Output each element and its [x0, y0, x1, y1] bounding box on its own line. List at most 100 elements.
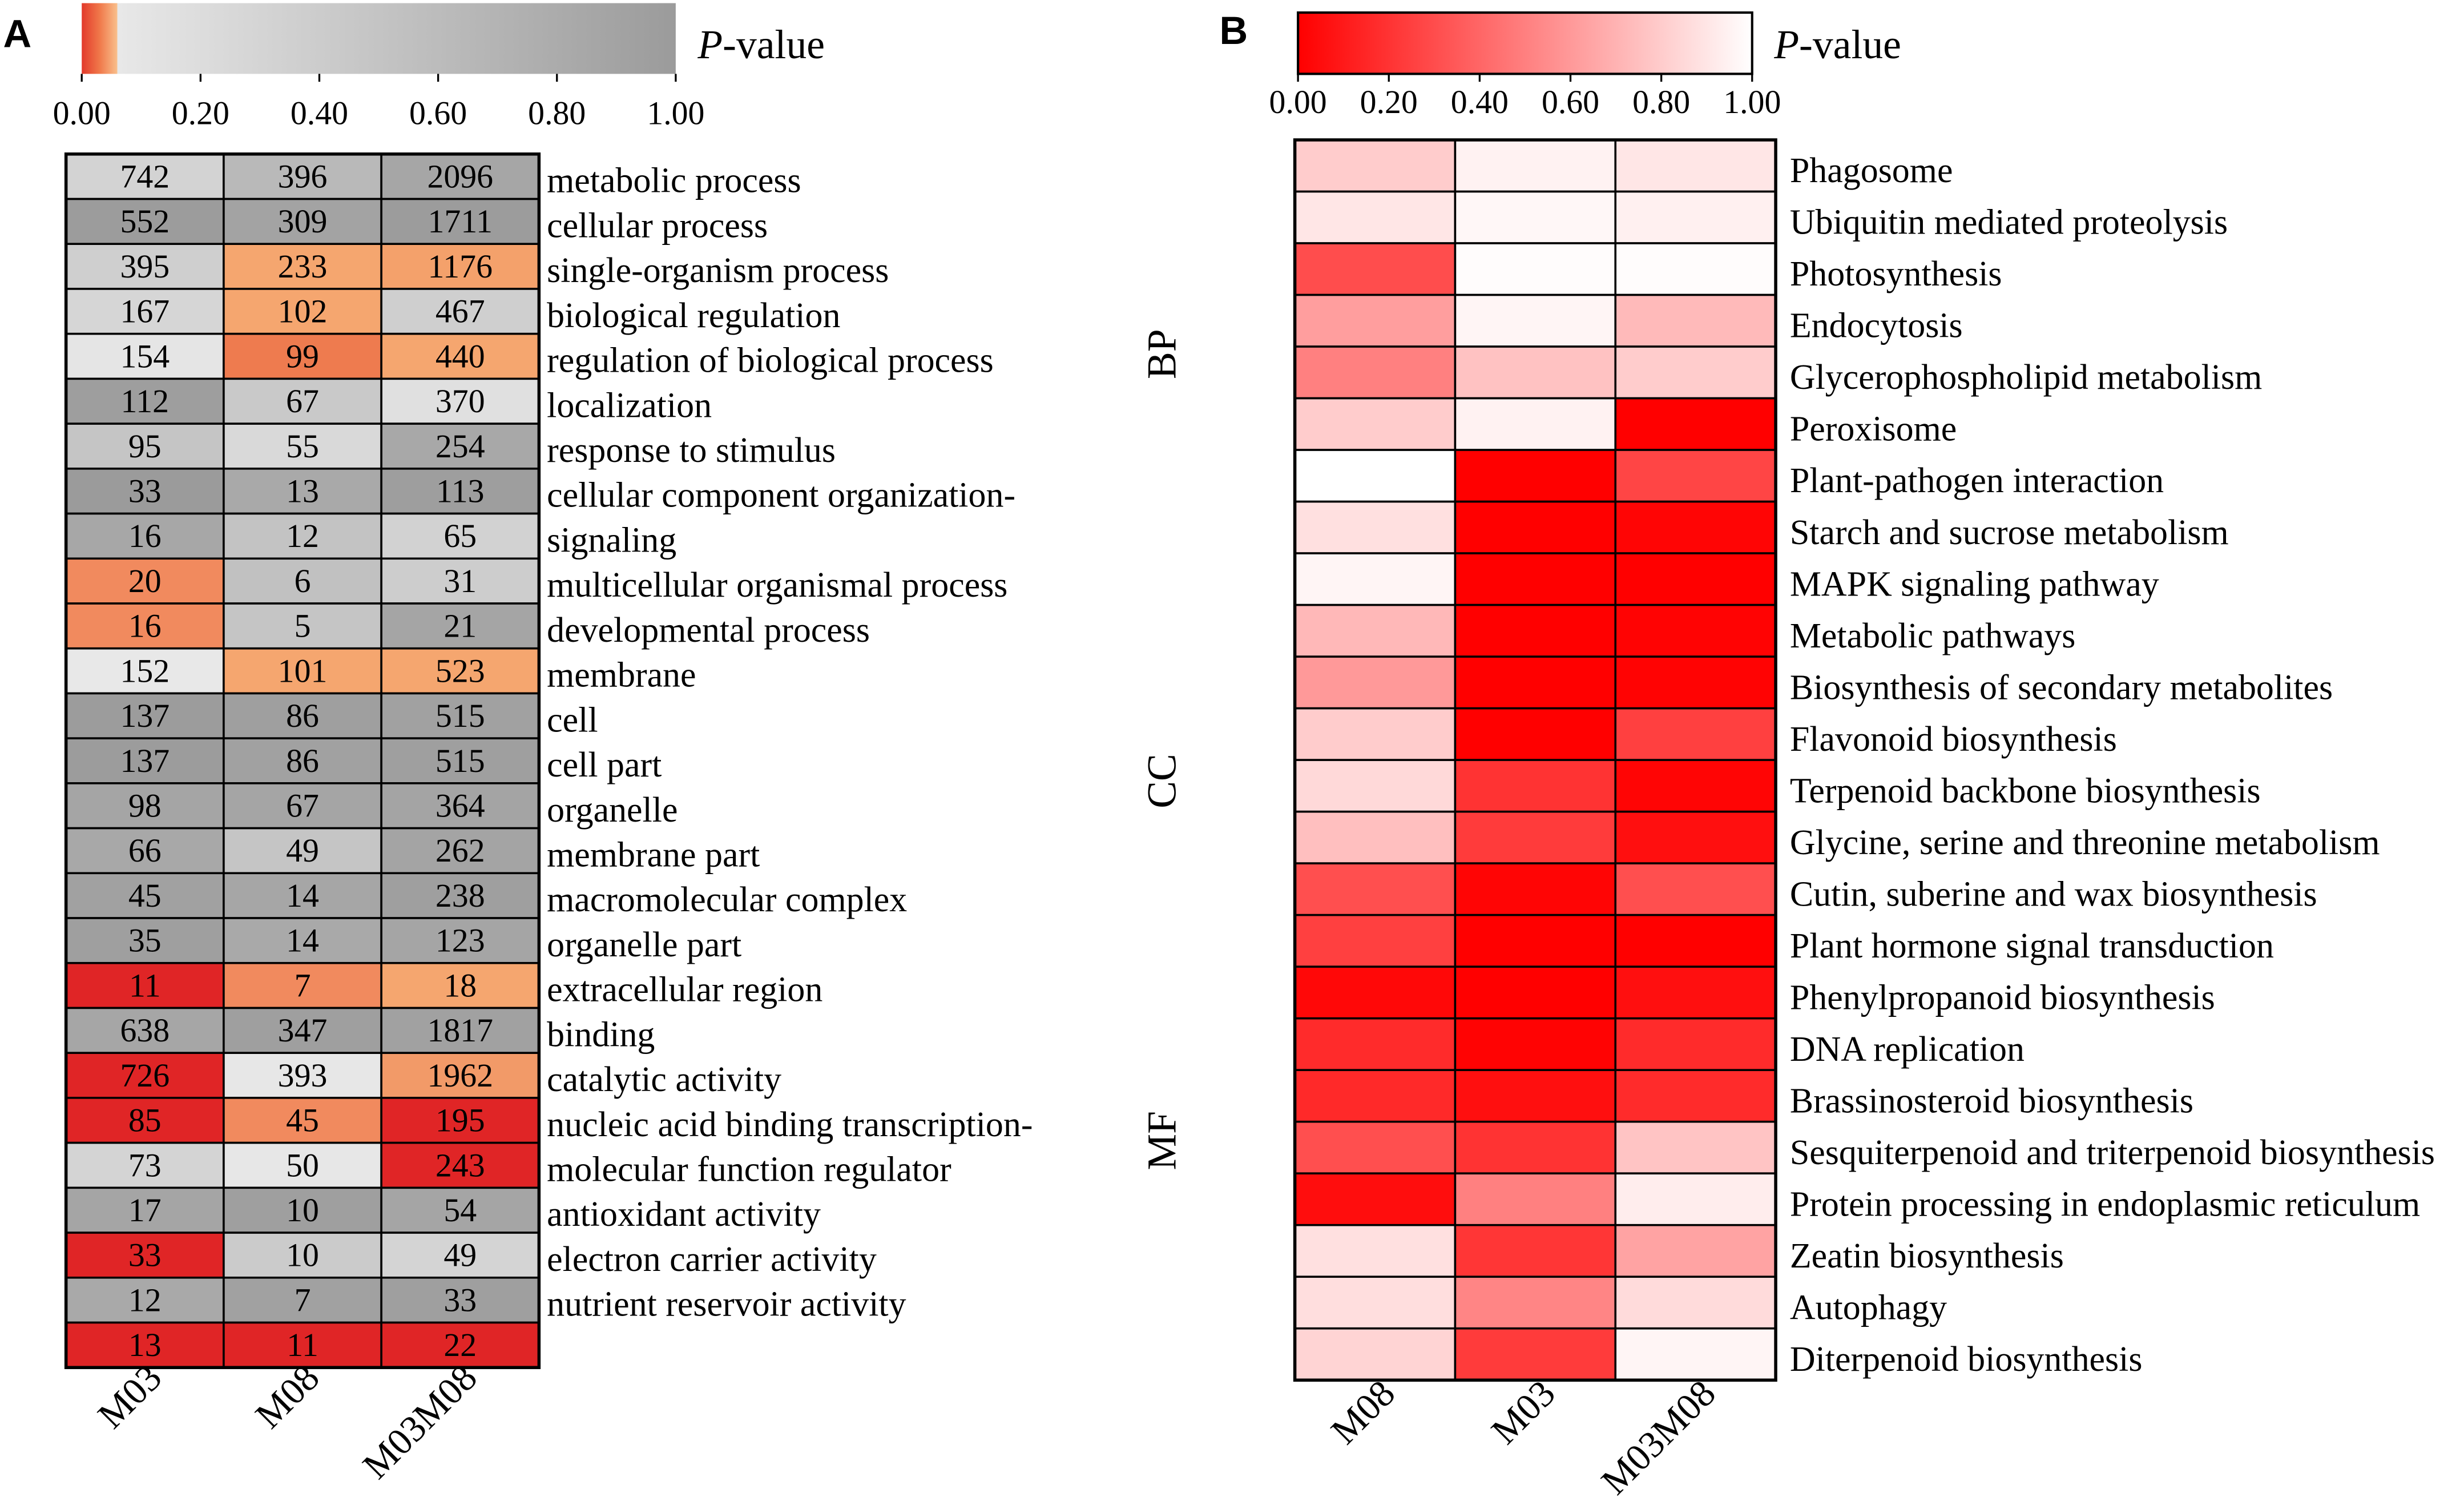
cell-count: 347 — [278, 1012, 328, 1049]
colorbar-tick-label: 0.80 — [528, 94, 586, 131]
cell-count: 12 — [128, 1281, 162, 1318]
row-label: Glycerophospholipid metabolism — [1790, 358, 2262, 397]
column-label: M03 — [1483, 1373, 1563, 1452]
heatmap-cell — [1454, 1224, 1617, 1278]
row-label: cellular process — [547, 206, 768, 245]
cell-count: 10 — [286, 1237, 319, 1274]
cell-count: 243 — [435, 1146, 485, 1184]
heatmap-cell — [1614, 1017, 1777, 1071]
heatmap-cell — [1454, 1120, 1617, 1174]
colorbar-b-ticks: 0.00 0.20 0.40 0.60 0.80 1.00 — [1269, 74, 1781, 120]
heatmap-cell — [223, 1052, 382, 1099]
heatmap-cell — [1454, 1275, 1617, 1330]
cell-count: 33 — [128, 1237, 162, 1274]
cell-count: 515 — [435, 742, 485, 779]
heatmap-cell — [1614, 1224, 1777, 1278]
heatmap-cell — [1293, 862, 1457, 916]
row-label: Starch and sucrose metabolism — [1790, 513, 2229, 552]
cell-count: 5 — [295, 607, 311, 645]
heatmap-cell — [1614, 500, 1777, 554]
colorbar-a-ticks: 0.00 0.20 0.40 0.60 0.80 1.00 — [53, 74, 704, 131]
heatmap-cell — [380, 1097, 541, 1144]
row-label: Metabolic pathways — [1790, 617, 2076, 655]
cell-count: 395 — [120, 248, 170, 285]
heatmap-cell — [64, 872, 225, 919]
group-label-cc: CC — [1139, 754, 1184, 808]
row-label: DNA replication — [1790, 1030, 2025, 1069]
row-label: Brassinosteroid biosynthesis — [1790, 1081, 2193, 1120]
row-label: Autophagy — [1790, 1288, 1947, 1327]
heatmap-cell — [1614, 603, 1777, 658]
cell-count: 440 — [435, 337, 485, 375]
heatmap-cell — [1293, 242, 1457, 296]
row-label: membrane part — [547, 835, 760, 874]
row-label: Phenylpropanoid biosynthesis — [1790, 978, 2215, 1017]
cell-count: 1711 — [428, 203, 493, 240]
cell-count: 67 — [286, 787, 319, 824]
heatmap-cell — [1614, 345, 1777, 400]
heatmap-cell — [380, 468, 541, 515]
cell-count: 309 — [278, 203, 328, 240]
row-label: single-organism process — [547, 251, 889, 290]
heatmap-a-border — [64, 152, 541, 1369]
heatmap-cell — [223, 243, 382, 290]
heatmap-cell — [223, 1232, 382, 1279]
heatmap-cell — [1293, 1327, 1457, 1382]
heatmap-cell — [1614, 449, 1777, 503]
heatmap-cell — [223, 872, 382, 919]
heatmap-cell — [64, 288, 225, 335]
cell-count: 22 — [443, 1326, 477, 1363]
cell-count: 67 — [286, 383, 319, 420]
heatmap-cell — [223, 332, 382, 380]
heatmap-cell — [1293, 965, 1457, 1020]
heatmap-cell — [1293, 552, 1457, 606]
cell-count: 14 — [286, 922, 319, 959]
heatmap-cell — [64, 1321, 225, 1369]
column-label: M03M08 — [355, 1357, 485, 1487]
heatmap-cell — [380, 782, 541, 830]
heatmap-cell — [1454, 1172, 1617, 1226]
heatmap-cell — [1614, 655, 1777, 710]
heatmap-cell — [64, 917, 225, 964]
heatmap-cell — [380, 917, 541, 964]
heatmap-cell — [1293, 914, 1457, 968]
row-label: binding — [547, 1015, 655, 1054]
heatmap-cell — [1293, 500, 1457, 554]
heatmap-cell — [1454, 707, 1617, 761]
cell-count: 99 — [286, 337, 319, 375]
row-label: Protein processing in endoplasmic reticu… — [1790, 1185, 2420, 1224]
cell-count: 101 — [278, 652, 328, 689]
heatmap-cell — [223, 692, 382, 739]
cell-count: 18 — [443, 967, 477, 1004]
row-label: cell — [547, 701, 598, 739]
heatmap-cell — [1614, 1327, 1777, 1382]
cell-count: 86 — [286, 697, 319, 734]
heatmap-cell — [1454, 759, 1617, 813]
cell-count: 167 — [120, 293, 170, 330]
cell-count: 98 — [128, 787, 162, 824]
heatmap-cell — [1293, 1172, 1457, 1226]
heatmap-cell — [1614, 1120, 1777, 1174]
cell-count: 370 — [435, 383, 485, 420]
colorbar-tick-label: 0.60 — [1542, 83, 1599, 120]
cell-count: 112 — [121, 383, 170, 420]
cell-count: 7 — [295, 1281, 311, 1318]
cell-count: 238 — [435, 877, 485, 914]
cell-count: 16 — [128, 517, 162, 554]
heatmap-cell — [1293, 190, 1457, 244]
row-label: metabolic process — [547, 162, 801, 200]
cell-count: 21 — [443, 607, 477, 645]
heatmap-cell — [1454, 1017, 1617, 1071]
cell-count: 50 — [286, 1146, 319, 1184]
heatmap-cell — [1614, 759, 1777, 813]
row-label: response to stimulus — [547, 431, 836, 470]
colorbar-tick-label: 1.00 — [647, 94, 704, 131]
cell-count: 552 — [120, 203, 170, 240]
heatmap-cell — [1614, 965, 1777, 1020]
row-label: electron carrier activity — [547, 1240, 877, 1279]
row-label: macromolecular complex — [547, 880, 907, 919]
row-label: multicellular organismal process — [547, 566, 1007, 605]
heatmap-cell — [1614, 1069, 1777, 1123]
row-label: Cutin, suberine and wax biosynthesis — [1790, 875, 2317, 914]
